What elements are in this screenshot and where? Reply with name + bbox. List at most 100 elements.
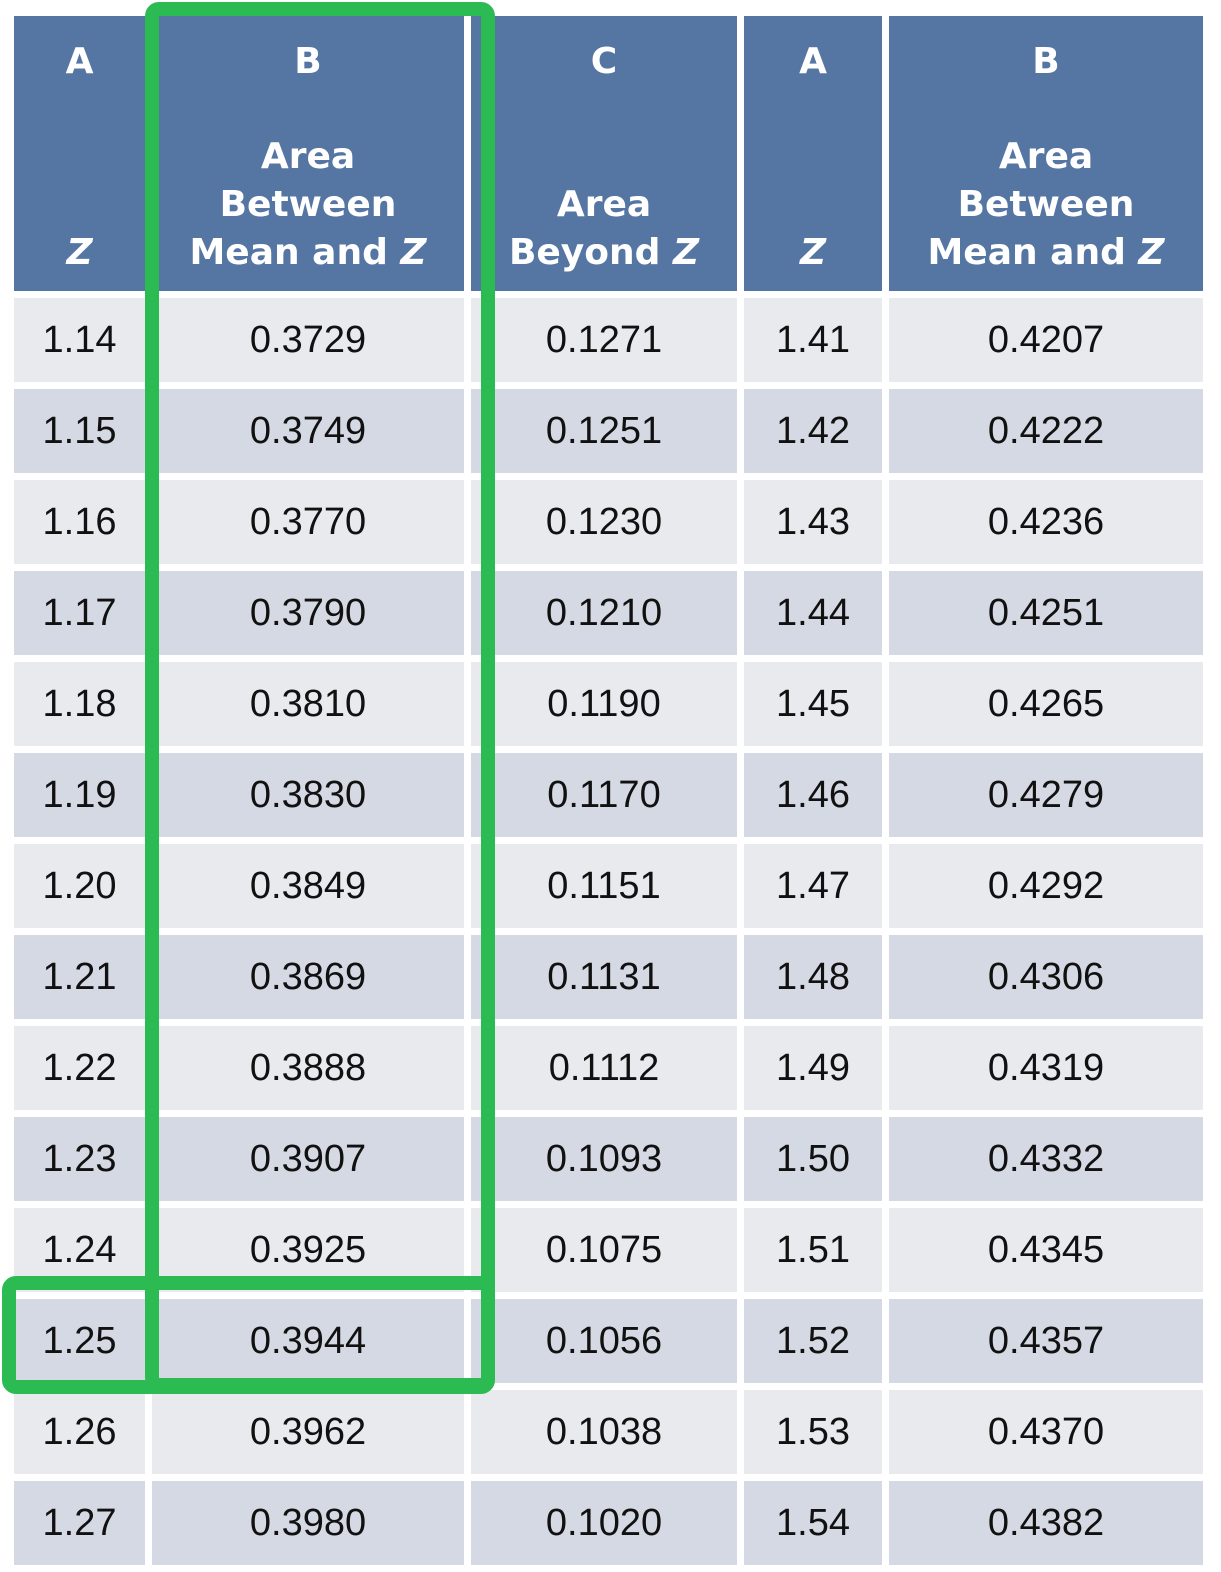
table-cell: 0.4319 [889, 1026, 1203, 1110]
table-cell: 0.1190 [471, 662, 737, 746]
table-cell: 0.3770 [152, 480, 464, 564]
table-row: 1.17 0.3790 0.1210 1.44 0.4251 [14, 571, 1203, 655]
table-cell: 0.4222 [889, 389, 1203, 473]
table-cell: 0.4382 [889, 1481, 1203, 1565]
table-cell: 0.1131 [471, 935, 737, 1019]
table-cell: 0.3849 [152, 844, 464, 928]
header-label-z: Z [799, 232, 827, 273]
header-label-text: Area Between Mean and [189, 136, 397, 273]
table-cell: 1.52 [744, 1299, 882, 1383]
header-letter: A [65, 41, 94, 82]
table-cell: 0.1251 [471, 389, 737, 473]
table-cell: 1.27 [14, 1481, 145, 1565]
table-cell: 1.44 [744, 571, 882, 655]
table-cell: 0.1075 [471, 1208, 737, 1292]
header-label: Z [14, 229, 145, 277]
table-cell: 0.4236 [889, 480, 1203, 564]
table-cell: 0.4345 [889, 1208, 1203, 1292]
table-cell: 0.1170 [471, 753, 737, 837]
table-cell: 1.46 [744, 753, 882, 837]
table-cell: 1.19 [14, 753, 145, 837]
table-cell: 0.1151 [471, 844, 737, 928]
table-cell: 1.25 [14, 1299, 145, 1383]
header-label-z: Z [400, 232, 427, 273]
table-cell: 1.17 [14, 571, 145, 655]
table-row: 1.24 0.3925 0.1075 1.51 0.4345 [14, 1208, 1203, 1292]
header-letter: B [1032, 41, 1060, 82]
table-row: 1.20 0.3849 0.1151 1.47 0.4292 [14, 844, 1203, 928]
header-label-text: Area Beyond [508, 184, 661, 273]
table-cell: 0.4279 [889, 753, 1203, 837]
table-cell: 0.1056 [471, 1299, 737, 1383]
table-cell: 0.1271 [471, 298, 737, 382]
table-cell: 0.3980 [152, 1481, 464, 1565]
table-cell: 1.24 [14, 1208, 145, 1292]
table-cell: 1.14 [14, 298, 145, 382]
header-letter: B [294, 41, 322, 82]
table-cell: 0.3810 [152, 662, 464, 746]
table-row: 1.14 0.3729 0.1271 1.41 0.4207 [14, 298, 1203, 382]
table-cell: 0.4265 [889, 662, 1203, 746]
table-row: 1.18 0.3810 0.1190 1.45 0.4265 [14, 662, 1203, 746]
table-cell: 1.20 [14, 844, 145, 928]
table-cell: 0.1112 [471, 1026, 737, 1110]
table-cell: 0.3962 [152, 1390, 464, 1474]
table-cell: 0.4370 [889, 1390, 1203, 1474]
table-row: 1.16 0.3770 0.1230 1.43 0.4236 [14, 480, 1203, 564]
table-row: 1.27 0.3980 0.1020 1.54 0.4382 [14, 1481, 1203, 1565]
table-row: 1.21 0.3869 0.1131 1.48 0.4306 [14, 935, 1203, 1019]
table-cell: 0.3790 [152, 571, 464, 655]
table-row: 1.22 0.3888 0.1112 1.49 0.4319 [14, 1026, 1203, 1110]
table-cell: 1.49 [744, 1026, 882, 1110]
header-label-text: Area Between Mean and [927, 136, 1135, 273]
table-row: 1.25 0.3944 0.1056 1.52 0.4357 [14, 1299, 1203, 1383]
table-cell: 0.4332 [889, 1117, 1203, 1201]
table-cell: 0.3925 [152, 1208, 464, 1292]
table-cell: 0.1038 [471, 1390, 737, 1474]
table-cell: 1.48 [744, 935, 882, 1019]
header-label-z: Z [672, 232, 700, 273]
header-col-b-area-between: B Area Between Mean and Z [152, 16, 464, 291]
table-cell: 0.1210 [471, 571, 737, 655]
table-cell: 1.51 [744, 1208, 882, 1292]
z-score-table: A Z B Area Between Mean and Z C Area Beyond Z… [7, 9, 1210, 1572]
table-row: 1.23 0.3907 0.1093 1.50 0.4332 [14, 1117, 1203, 1201]
header-label: Area Beyond Z [471, 181, 737, 277]
table-cell: 1.50 [744, 1117, 882, 1201]
header-label: Z [744, 229, 882, 277]
table-cell: 0.4306 [889, 935, 1203, 1019]
table-cell: 0.3888 [152, 1026, 464, 1110]
header-label: Area Between Mean and Z [152, 133, 464, 277]
table-cell: 0.3729 [152, 298, 464, 382]
header-row: A Z B Area Between Mean and Z C Area Beyond Z… [14, 16, 1203, 291]
table-cell: 1.15 [14, 389, 145, 473]
table-row: 1.19 0.3830 0.1170 1.46 0.4279 [14, 753, 1203, 837]
table-cell: 1.23 [14, 1117, 145, 1201]
table-cell: 0.4251 [889, 571, 1203, 655]
header-label: Area Between Mean and Z [889, 133, 1203, 277]
table-cell: 1.22 [14, 1026, 145, 1110]
table-row: 1.15 0.3749 0.1251 1.42 0.4222 [14, 389, 1203, 473]
table-cell: 0.3944 [152, 1299, 464, 1383]
table-cell: 1.53 [744, 1390, 882, 1474]
table-cell: 0.1230 [471, 480, 737, 564]
table-row: 1.26 0.3962 0.1038 1.53 0.4370 [14, 1390, 1203, 1474]
table-cell: 1.45 [744, 662, 882, 746]
table-cell: 1.54 [744, 1481, 882, 1565]
table-cell: 0.3907 [152, 1117, 464, 1201]
table-cell: 1.21 [14, 935, 145, 1019]
table-cell: 0.4292 [889, 844, 1203, 928]
header-label-z: Z [66, 232, 93, 273]
header-label-z: Z [1138, 232, 1165, 273]
table-cell: 0.1093 [471, 1117, 737, 1201]
table-cell: 0.3869 [152, 935, 464, 1019]
header-col-c-area-beyond: C Area Beyond Z [471, 16, 737, 291]
table-cell: 0.3830 [152, 753, 464, 837]
table-cell: 1.18 [14, 662, 145, 746]
table-cell: 0.1020 [471, 1481, 737, 1565]
table-cell: 1.16 [14, 480, 145, 564]
table-body: 1.14 0.3729 0.1271 1.41 0.4207 1.15 0.3749 0.12… [14, 298, 1203, 1565]
table-cell: 0.3749 [152, 389, 464, 473]
